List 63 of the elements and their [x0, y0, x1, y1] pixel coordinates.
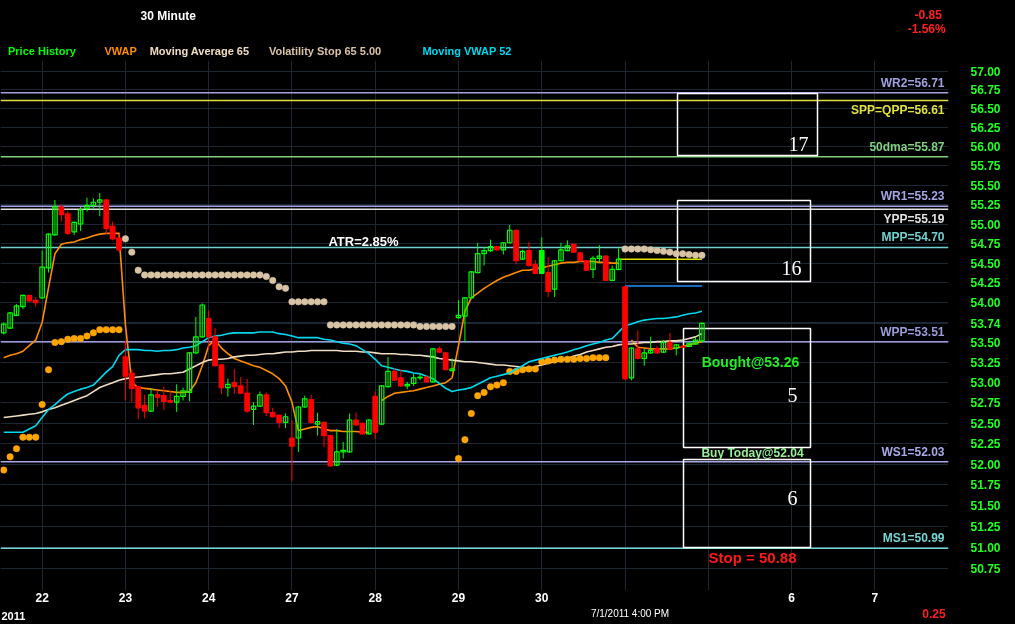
ref-line-label: WS1=52.03 [881, 444, 945, 459]
y-tick-label: 50.75 [970, 562, 1001, 576]
x-tick-label: 23 [118, 590, 133, 605]
y-tick-label: 56.50 [970, 102, 1001, 117]
x-tick-label: 27 [285, 590, 299, 605]
y-tick-label: 55.25 [970, 198, 1001, 213]
y-tick-label: 53.25 [970, 356, 1001, 371]
text: 7/1/2011 4:00 PM [590, 608, 670, 619]
ref-line-label: WPP=53.51 [880, 324, 945, 339]
annotation: Bought@53.26 [701, 353, 800, 370]
y-tick-label: 51.50 [970, 499, 1001, 514]
x-tick-label: 29 [451, 590, 466, 605]
annotation: 16 [781, 256, 802, 279]
text: Volatility Stop 65 5.00 [268, 44, 382, 57]
x-tick-label: 28 [368, 590, 383, 605]
y-tick-label: 54.75 [970, 237, 1001, 252]
y-tick-label: 52.00 [970, 457, 1001, 472]
y-tick-label: 54.00 [970, 296, 1001, 311]
ref-line-label: WR1=55.23 [880, 189, 945, 204]
y-tick-label: 56.25 [970, 121, 1001, 136]
y-tick-label: 53.00 [970, 376, 1001, 391]
y-tick-label: 52.50 [970, 416, 1001, 431]
text: Price History [7, 44, 77, 57]
x-tick-label: 30 [535, 590, 549, 605]
y-tick-label: 53.50 [970, 335, 1001, 350]
annotation: Stop = 50.88 [708, 549, 797, 566]
ref-line-label: YPP=55.19 [883, 212, 945, 227]
ref-line-label: SPP=QPP=56.61 [851, 103, 945, 118]
x-tick-label: 6 [788, 590, 796, 605]
text: VWAP [104, 44, 137, 57]
y-tick-label: 56.00 [970, 140, 1001, 155]
annotation: ATR=2.85% [328, 234, 400, 249]
annotation: 17 [788, 132, 809, 155]
y-tick-label: 51.25 [970, 520, 1001, 534]
ref-line-label: MPP=54.70 [881, 230, 945, 245]
x-tick-label: 7 [871, 590, 879, 605]
y-tick-label: 54.25 [970, 276, 1001, 291]
y-tick-label: 54.50 [970, 256, 1001, 271]
text: Moving Average 65 [149, 44, 250, 57]
y-tick-label: 52.75 [970, 396, 1001, 411]
ref-line-label: 50dma=55.87 [869, 139, 945, 154]
ref-line-label: MS1=50.99 [882, 531, 945, 546]
y-tick-label: 51.75 [970, 478, 1001, 493]
y-tick-label: 52.25 [970, 437, 1001, 452]
text: 0.25 [922, 607, 947, 621]
text: 2011 [1, 609, 26, 622]
y-tick-label: 57.00 [970, 64, 1001, 79]
x-tick-label: 24 [202, 590, 216, 605]
ref-line-label: WR2=56.71 [880, 75, 945, 90]
chart-subtitle: 30 Minute [140, 8, 197, 23]
annotation: 5 [787, 383, 798, 406]
y-tick-label: 51.00 [970, 540, 1001, 555]
y-tick-label: 55.75 [970, 159, 1001, 174]
text: -1.56% [907, 21, 947, 36]
text: Moving VWAP 52 [422, 44, 512, 57]
y-tick-label: 53.74 [970, 316, 1001, 331]
text: -0.85 [914, 8, 943, 22]
annotation: Buy Today@52.04 [701, 445, 804, 460]
y-tick-label: 56.75 [970, 83, 1001, 98]
y-tick-label: 55.00 [970, 217, 1001, 232]
x-tick-label: 22 [35, 590, 50, 605]
annotation: 6 [787, 486, 798, 509]
y-tick-label: 55.50 [970, 178, 1001, 193]
